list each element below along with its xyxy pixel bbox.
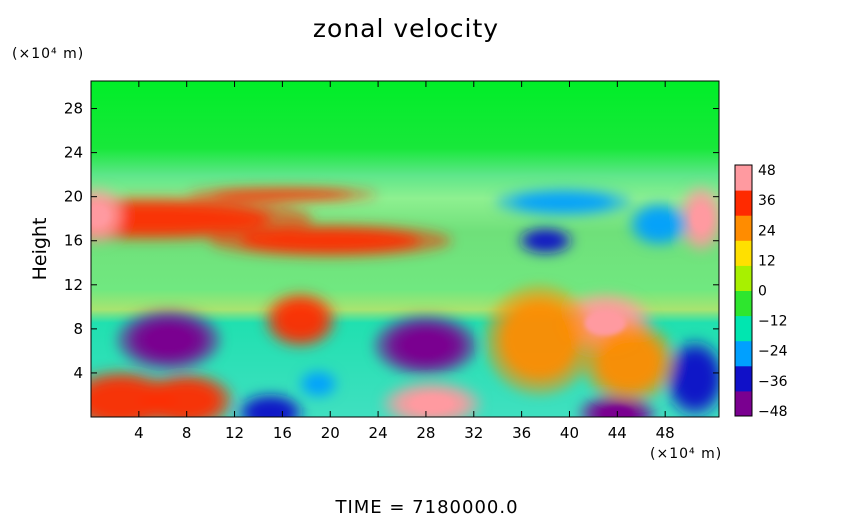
x-tick-label: 8 xyxy=(182,424,192,442)
velocity-feature-core xyxy=(91,204,109,227)
colorbar-tick-label: 36 xyxy=(758,193,776,209)
colorbar-tick-label: −24 xyxy=(758,344,788,360)
x-tick-label: 24 xyxy=(369,424,388,442)
x-tick-label: 28 xyxy=(416,424,435,442)
colorbar-swatch xyxy=(735,365,752,392)
y-tick-label: 16 xyxy=(64,232,83,250)
velocity-feature xyxy=(673,350,718,407)
colorbar-swatch xyxy=(735,390,752,417)
velocity-feature-core xyxy=(410,394,454,413)
y-tick-label: 8 xyxy=(73,320,83,338)
velocity-feature-core xyxy=(145,327,192,352)
velocity-feature-core xyxy=(584,311,626,336)
x-tick-label: 48 xyxy=(656,424,675,442)
velocity-feature xyxy=(637,208,682,241)
y-tick-label: 4 xyxy=(73,364,83,382)
colorbar: 48 36 24 12 0 −12 −24 −36 −48 xyxy=(734,163,788,420)
velocity-feature-core xyxy=(403,333,449,358)
velocity-feature xyxy=(513,192,614,213)
plot-frame xyxy=(90,80,720,418)
y-tick-label: 20 xyxy=(64,188,83,206)
y-axis-unit: (×10⁴ m) xyxy=(12,46,85,62)
velocity-feature xyxy=(595,331,664,392)
colorbar-tick-label: −36 xyxy=(758,374,788,390)
colorbar-tick-label: 48 xyxy=(758,163,776,179)
x-tick-label: 16 xyxy=(273,424,292,442)
velocity-feature xyxy=(246,398,295,417)
chart-title: zonal velocity xyxy=(312,14,500,43)
y-tick-label: 12 xyxy=(64,276,83,294)
velocity-feature xyxy=(212,189,353,200)
x-tick-label: 40 xyxy=(560,424,579,442)
colorbar-tick-label: 24 xyxy=(758,223,776,239)
colorbar-tick-label: 0 xyxy=(758,284,767,300)
y-tick-label: 24 xyxy=(64,144,83,162)
colorbar-swatch xyxy=(735,240,752,266)
colorbar-swatch xyxy=(735,265,752,291)
velocity-feature xyxy=(91,202,271,235)
x-tick-label: 12 xyxy=(225,424,244,442)
colorbar-swatch xyxy=(735,215,752,241)
heatmap-plot xyxy=(90,80,720,418)
colorbar-swatch xyxy=(735,165,752,191)
colorbar-swatch xyxy=(735,290,752,317)
colorbar-frame xyxy=(734,164,753,417)
colorbar-swatch xyxy=(735,340,752,367)
x-tick-label: 36 xyxy=(512,424,531,442)
x-tick-label: 20 xyxy=(321,424,340,442)
y-tick-label: 28 xyxy=(64,100,83,118)
velocity-feature xyxy=(152,380,221,417)
colorbar-swatch xyxy=(735,315,752,342)
time-label: TIME = 7180000.0 xyxy=(335,497,519,518)
velocity-feature-core xyxy=(691,205,711,232)
velocity-feature xyxy=(499,299,580,380)
x-tick-label: 4 xyxy=(134,424,144,442)
velocity-feature xyxy=(274,300,327,341)
colorbar-swatch xyxy=(735,190,752,216)
x-axis-unit: (×10⁴ m) xyxy=(650,446,723,462)
x-tick-label: 32 xyxy=(464,424,483,442)
colorbar-tick-label: 12 xyxy=(758,253,776,269)
velocity-feature xyxy=(525,230,566,251)
colorbar-tick-label: −48 xyxy=(758,404,788,420)
velocity-feature xyxy=(240,228,421,253)
x-tick-label: 44 xyxy=(608,424,627,442)
colorbar-tick-label: −12 xyxy=(758,314,788,330)
velocity-feature xyxy=(304,373,333,394)
